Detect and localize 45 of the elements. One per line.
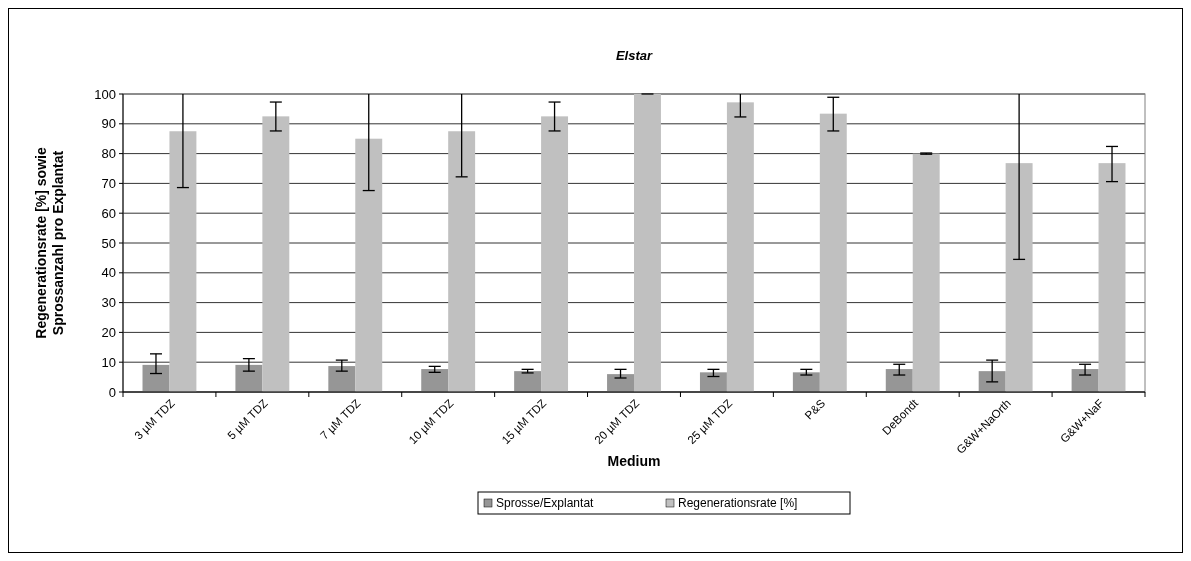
bar bbox=[978, 371, 1006, 392]
bar bbox=[355, 138, 383, 392]
y-tick-label: 50 bbox=[101, 235, 116, 251]
bar bbox=[792, 372, 820, 392]
x-tick-label: 3 µM TDZ bbox=[132, 396, 177, 442]
bar bbox=[541, 116, 569, 392]
x-tick-label: 5 µM TDZ bbox=[225, 396, 270, 442]
x-tick-label: 10 µM TDZ bbox=[406, 396, 456, 447]
y-tick-label: 10 bbox=[101, 354, 116, 370]
legend-label: Sprosse/Explantat bbox=[496, 496, 595, 511]
bar bbox=[1005, 163, 1033, 392]
bar bbox=[885, 369, 913, 392]
y-tick-label: 0 bbox=[108, 384, 116, 400]
legend-label: Regenerationsrate [%] bbox=[678, 496, 798, 511]
y-tick-label: 90 bbox=[101, 116, 116, 132]
bar bbox=[699, 372, 727, 392]
x-tick-label: 25 µM TDZ bbox=[685, 396, 735, 447]
bar bbox=[262, 116, 290, 392]
x-axis-title: Medium bbox=[607, 453, 661, 469]
bar bbox=[169, 131, 197, 392]
y-tick-label: 70 bbox=[101, 175, 116, 191]
bar bbox=[421, 369, 449, 392]
y-tick-label: 30 bbox=[101, 295, 116, 311]
bar bbox=[819, 113, 847, 392]
y-axis-title: Regenerationsrate [%] sowie Sprossanzahl pro Explantat bbox=[33, 147, 66, 339]
y-tick-label: 40 bbox=[101, 265, 116, 281]
x-tick-label: 7 µM TDZ bbox=[318, 396, 363, 442]
bar bbox=[235, 364, 263, 392]
bar bbox=[142, 364, 170, 392]
y-tick-label: 80 bbox=[101, 146, 116, 162]
bar bbox=[328, 366, 356, 392]
y-tick-label: 100 bbox=[94, 86, 116, 102]
bar bbox=[514, 371, 542, 392]
y-tick-label: 60 bbox=[101, 205, 116, 221]
x-tick-label: 15 µM TDZ bbox=[499, 396, 549, 447]
bar bbox=[634, 94, 661, 392]
bar bbox=[1098, 163, 1126, 392]
chart-title: Elstar bbox=[615, 48, 653, 63]
bar bbox=[448, 131, 476, 392]
bar bbox=[726, 102, 754, 392]
y-tick-label: 20 bbox=[101, 324, 116, 340]
x-tick-label: 20 µM TDZ bbox=[592, 396, 642, 447]
bar bbox=[912, 153, 940, 392]
bar bbox=[1071, 369, 1099, 392]
bar bbox=[607, 374, 634, 392]
